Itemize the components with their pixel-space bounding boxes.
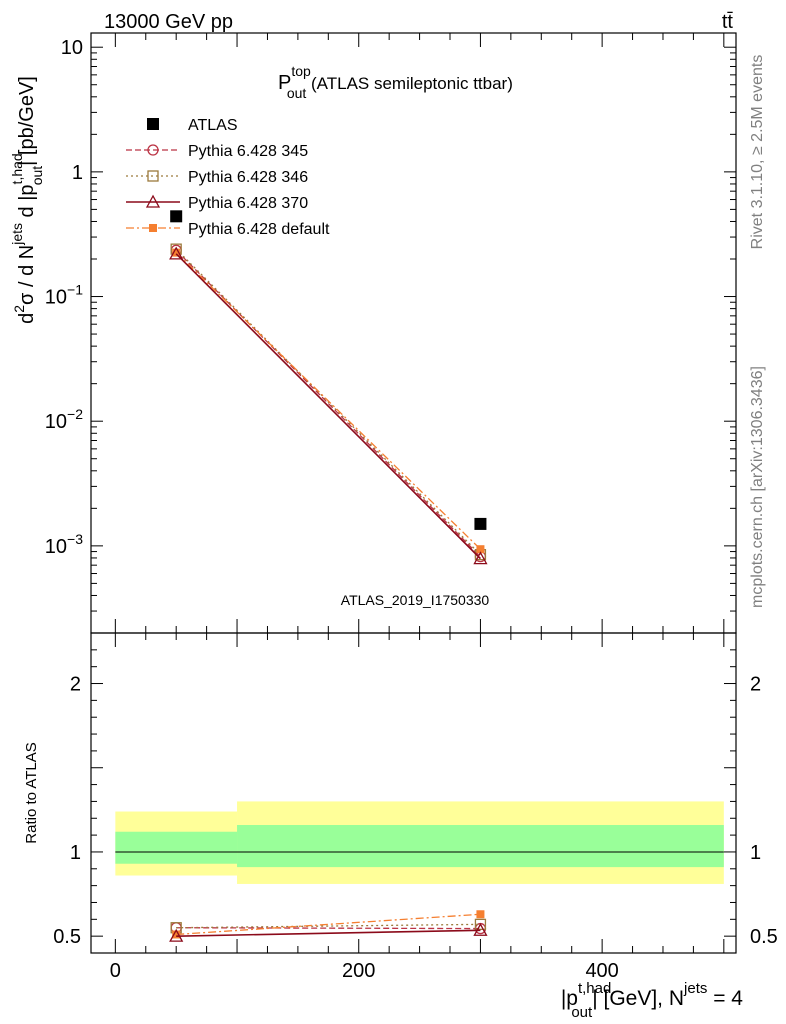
ratio-line [176, 913, 481, 936]
legend-label: Pythia 6.428 346 [188, 169, 308, 186]
legend: ATLAS Pythia 6.428 345 Pythia 6.428 346 Pyt… [126, 117, 330, 238]
inner-band-0 [115, 831, 238, 864]
y-tick-label: 10−1 [45, 282, 83, 309]
ratio-series [169, 910, 488, 942]
ratio-y-tick-label-left: 1 [70, 842, 81, 864]
x-tick-label: 200 [342, 960, 375, 982]
chart-title: Ptop out (ATLAS semileptonic ttbar) [278, 63, 513, 101]
process-label: tt̄ [722, 11, 734, 33]
rivet-label: Rivet 3.1.10, ≥ 2.5M events [749, 55, 766, 250]
x-tick-label: 0 [110, 960, 121, 982]
ratio-y-tick-label-left: 2 [70, 674, 81, 696]
data-point [473, 551, 488, 565]
series-line [175, 249, 481, 558]
ratio-y-axis-label: Ratio to ATLAS [23, 742, 40, 843]
data-point [476, 545, 485, 554]
x-axis-label: |pt,had out| [GeV], Njets = 4 [561, 980, 743, 1021]
ratio-point [474, 918, 487, 931]
series-pythia-6-428-346 [170, 243, 487, 561]
legend-label: Pythia 6.428 370 [188, 195, 308, 212]
data-point [172, 248, 181, 257]
series-line [175, 253, 482, 560]
energy-label: 13000 GeV pp [104, 11, 233, 33]
ratio-pythia-6-428-370 [169, 922, 488, 942]
ratio-point [476, 910, 485, 919]
y-tick-label: 1 [72, 162, 83, 184]
main-y-ticks: 10 1 10−1 10−2 10−3 [45, 37, 736, 634]
legend-entry: Pythia 6.428 345 [126, 143, 308, 160]
inner-band-1 [237, 825, 724, 868]
ratio-point [473, 922, 488, 936]
legend-marker [145, 194, 161, 208]
y-tick-label: 10−3 [45, 531, 83, 558]
series-atlas [170, 210, 487, 530]
ratio-bands [115, 801, 724, 884]
mcplots-label: mcplots.cern.ch [arXiv:1306.3436] [749, 366, 766, 608]
legend-entry: Pythia 6.428 370 [126, 194, 308, 212]
ratio-line [176, 923, 481, 929]
data-point [169, 246, 184, 260]
x-ticks: 0 200 400 [110, 33, 725, 982]
legend-entry: ATLAS [147, 117, 238, 134]
legend-entry: Pythia 6.428 346 [126, 169, 308, 186]
legend-marker [147, 118, 159, 130]
main-series [169, 210, 488, 565]
series-line [175, 252, 481, 550]
legend-label: ATLAS [188, 117, 238, 134]
legend-entry: Pythia 6.428 default [126, 221, 330, 238]
analysis-watermark: ATLAS_2019_I1750330 [341, 592, 490, 608]
legend-label: Pythia 6.428 345 [188, 143, 308, 160]
series-line [175, 248, 481, 556]
y-tick-label: 10 [61, 37, 83, 59]
legend-marker [147, 144, 159, 156]
main-y-axis-label: d2σ / d Njets d |pt,had out| [pb/GeV] [9, 76, 45, 324]
legend-marker [147, 170, 159, 182]
series-pythia-6-428-default [172, 248, 485, 554]
ratio-line [176, 927, 481, 930]
y-tick-label: 10−2 [45, 406, 83, 433]
legend-label: Pythia 6.428 default [188, 221, 330, 238]
data-point [170, 210, 183, 223]
ratio-line [176, 929, 481, 937]
ratio-y-tick-label-right: 0.5 [750, 926, 778, 948]
series-pythia-6-428-370 [169, 246, 488, 565]
series-pythia-6-428-345 [170, 244, 487, 563]
ratio-y-tick-label-right: 2 [750, 674, 761, 696]
ratio-y-ticks: 0.5 0.5 1 1 2 2 [53, 649, 778, 948]
ratio-pythia-6-428-345 [170, 922, 487, 935]
data-point [474, 517, 487, 530]
ratio-point [172, 930, 181, 939]
ratio-point [169, 928, 184, 942]
x-tick-label: 400 [585, 960, 618, 982]
ratio-y-tick-label-left: 0.5 [53, 926, 81, 948]
ratio-frame [90, 632, 737, 954]
ratio-y-tick-label-right: 1 [750, 842, 761, 864]
legend-marker [149, 224, 157, 232]
ratio-pythia-6-428-default [172, 910, 485, 939]
